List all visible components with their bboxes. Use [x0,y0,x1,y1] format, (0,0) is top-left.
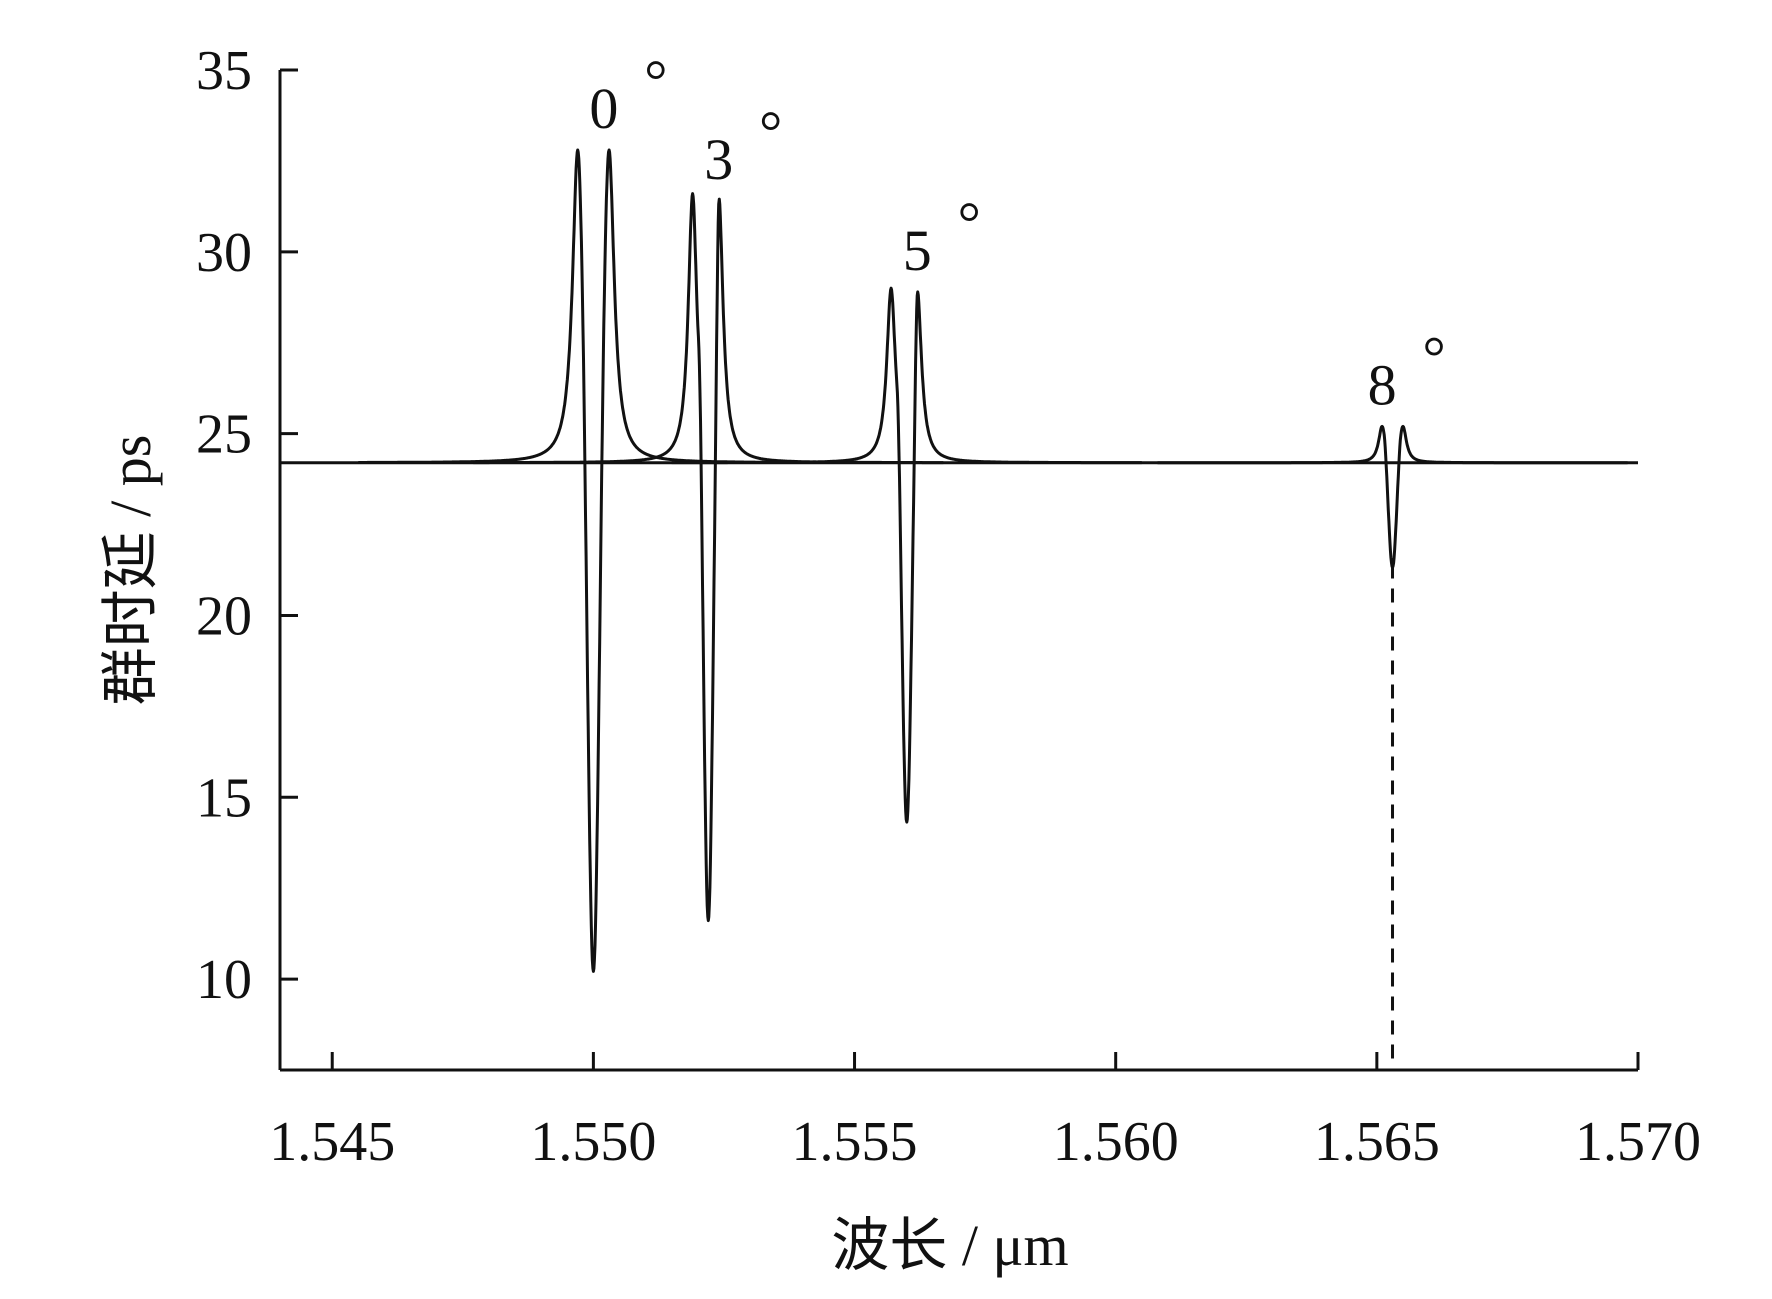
angle-annotation: 3 [704,127,733,192]
x-axis-label: 波长 / μm [831,1213,1068,1278]
annotation-layer: 0 ° 3 ° 5 ° 8 ° [589,48,1445,417]
x-tick-label: 1.555 [792,1111,918,1173]
x-tick-label: 1.550 [530,1111,656,1173]
axes-layer [278,70,1638,1072]
x-tick-label: 1.545 [269,1111,395,1173]
y-tick-label: 10 [196,949,252,1011]
y-tick-label: 15 [196,767,252,829]
y-axis-label: 群时延 / ps [98,435,163,706]
series-line-3deg [472,192,945,923]
series-line-8deg [1156,424,1629,569]
y-tick-label: 30 [196,222,252,284]
series-line-5deg [670,286,1143,824]
y-tick-label: 20 [196,585,252,647]
degree-symbol: ° [958,190,981,255]
x-tick-label: 1.560 [1053,1111,1179,1173]
series-layer [280,148,1638,1070]
ticks-layer: 1.545 1.550 1.555 1.560 1.565 1.5701015202530… [196,40,1701,1173]
degree-symbol: ° [644,48,667,113]
degree-symbol: ° [1422,325,1445,390]
degree-symbol: ° [759,99,782,164]
x-tick-label: 1.570 [1575,1111,1701,1173]
angle-annotation: 5 [903,218,932,283]
x-tick-label: 1.565 [1314,1111,1440,1173]
y-tick-label: 35 [196,40,252,102]
y-tick-label: 25 [196,404,252,466]
angle-annotation: 8 [1368,353,1397,418]
angle-annotation: 0 [589,76,618,141]
series-line-0deg [357,148,830,973]
